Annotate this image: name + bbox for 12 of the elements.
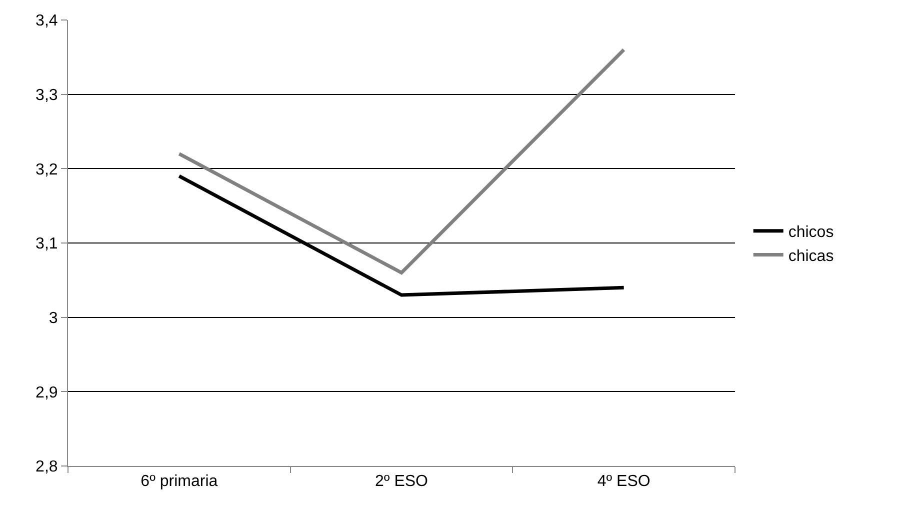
y-tick-label: 2,8 [36,458,58,476]
x-tick-label: 4º ESO [597,473,650,490]
y-tick-label: 3,4 [36,12,58,30]
y-tick-label: 3,3 [36,86,58,104]
x-tick-label: 2º ESO [375,473,428,490]
y-tick-label: 3,1 [36,236,58,253]
y-tick-label: 3,2 [36,161,58,178]
y-tick-label: 2,9 [36,384,58,402]
x-tick-label: 6º primaria [140,473,218,490]
legend-label: chicas [788,248,834,265]
y-tick-label: 3 [48,310,58,327]
legend-label: chicos [788,224,834,242]
